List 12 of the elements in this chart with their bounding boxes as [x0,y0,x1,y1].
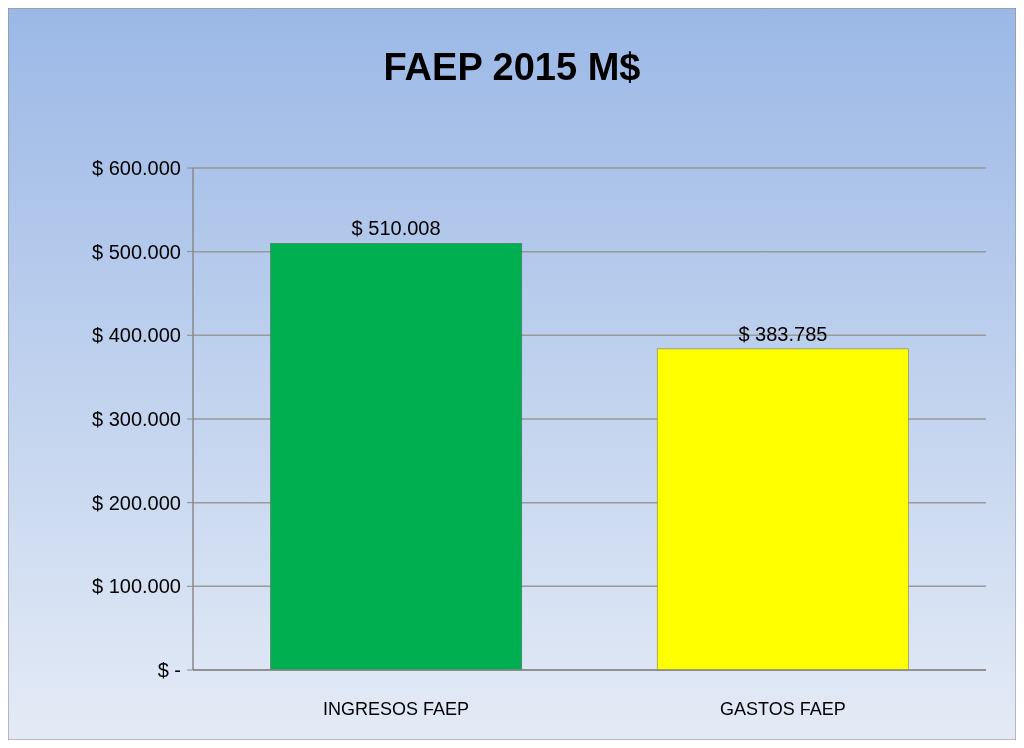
y-tick-label: $ 200.000 [92,491,181,514]
data-label: $ 383.785 [738,322,828,345]
x-tick-label: GASTOS FAEP [720,699,846,719]
y-tick-label: $ 500.000 [92,240,181,263]
y-tick-label: $ 400.000 [92,324,181,347]
chart-title: FAEP 2015 M$ [383,46,641,88]
y-tick-label: $ 300.000 [92,408,181,430]
y-tick-label: $ - [157,659,181,681]
y-tick-label: $ 600.000 [92,157,181,179]
y-tick-label: $ 100.000 [92,575,181,598]
data-label: $ 510.008 [351,217,441,240]
x-tick-label: INGRESOS FAEP [323,699,470,719]
